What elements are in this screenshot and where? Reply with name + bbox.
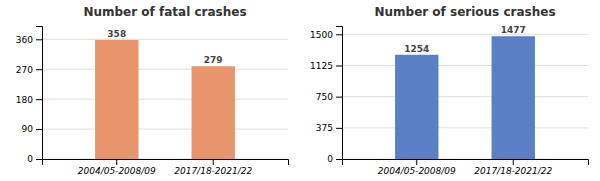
x-tick-mark xyxy=(116,159,117,165)
y-tick: 270 xyxy=(16,65,42,75)
panel: 0 375 750 1125 1500 2004/05-2008/09 2017/18-20… xyxy=(310,5,588,176)
data-labels: 358 279 xyxy=(107,29,222,65)
y-tick: 750 xyxy=(316,92,342,102)
data-label: 279 xyxy=(204,55,223,65)
y-tick-label: 180 xyxy=(16,95,33,105)
x-tick-label: 2017/18-2021/22 xyxy=(174,166,252,176)
grid-line xyxy=(342,34,588,35)
y-tick-label: 1500 xyxy=(310,30,333,40)
x-tick-label: 2004/05-2008/09 xyxy=(378,166,456,176)
bar xyxy=(95,40,138,159)
grid-line xyxy=(42,69,288,70)
y-tick: 1500 xyxy=(310,30,342,40)
x-tick-label: 2004/05-2008/09 xyxy=(78,166,156,176)
y-tick-label: 360 xyxy=(16,35,33,45)
y-tick-mark xyxy=(336,34,342,35)
x-tick: 2004/05-2008/09 xyxy=(78,159,156,176)
grid xyxy=(342,34,588,159)
y-tick-label: 750 xyxy=(316,92,333,102)
x-axis: 2004/05-2008/09 2017/18-2021/22 xyxy=(43,159,289,176)
grid-line xyxy=(342,127,588,128)
title: Number of serious crashes xyxy=(374,5,555,19)
y-tick-label: 90 xyxy=(22,124,34,134)
x-tick-label: 2017/18-2021/22 xyxy=(474,166,552,176)
y-tick-mark xyxy=(336,97,342,98)
x-tick-mark xyxy=(213,159,214,165)
y-tick-mark xyxy=(336,65,342,66)
grid-line xyxy=(342,65,588,66)
y-tick: 360 xyxy=(16,35,42,45)
y-tick-mark xyxy=(36,39,42,40)
y-tick: 0 xyxy=(327,154,342,164)
x-axis-line xyxy=(343,160,589,166)
grid-line xyxy=(342,96,588,97)
x-axis-line xyxy=(43,160,289,166)
y-tick-label: 375 xyxy=(316,123,333,133)
y-tick: 90 xyxy=(22,124,42,134)
data-labels: 1254 1477 xyxy=(404,25,526,54)
grid-line xyxy=(42,99,288,100)
y-axis-line xyxy=(336,27,343,160)
x-tick: 2017/18-2021/22 xyxy=(174,159,252,176)
chart: 0 90 180 270 360 2004/05-2008/09 2017/18-2021/… xyxy=(0,0,600,181)
y-tick-label: 270 xyxy=(16,65,33,75)
y-tick-mark xyxy=(36,129,42,130)
x-tick-mark xyxy=(513,159,514,165)
y-tick-mark xyxy=(36,159,42,160)
y-tick: 1125 xyxy=(310,61,342,71)
y-tick-label: 1125 xyxy=(310,61,333,71)
y-tick-label: 0 xyxy=(327,154,333,164)
x-axis: 2004/05-2008/09 2017/18-2021/22 xyxy=(343,159,589,176)
bar xyxy=(492,36,535,159)
data-label: 1254 xyxy=(404,44,429,54)
data-label: 358 xyxy=(107,29,126,39)
panel: 0 90 180 270 360 2004/05-2008/09 2017/18-2021/… xyxy=(16,5,289,176)
y-tick-label: 0 xyxy=(27,154,33,164)
y-tick: 180 xyxy=(16,95,42,105)
title: Number of fatal crashes xyxy=(83,5,246,19)
y-axis: 0 375 750 1125 1500 xyxy=(310,27,342,165)
bar xyxy=(192,66,235,159)
x-tick: 2017/18-2021/22 xyxy=(474,159,552,176)
y-tick-mark xyxy=(36,69,42,70)
y-tick: 0 xyxy=(27,154,42,164)
grid-line xyxy=(42,39,288,40)
y-tick-mark xyxy=(36,99,42,100)
y-axis: 0 90 180 270 360 xyxy=(16,27,43,165)
bars xyxy=(95,40,235,159)
bar xyxy=(395,55,438,159)
bars xyxy=(395,36,535,159)
y-tick-mark xyxy=(336,128,342,129)
x-tick-mark xyxy=(416,159,417,165)
y-tick-mark xyxy=(336,159,342,160)
data-label: 1477 xyxy=(501,25,526,35)
grid-line xyxy=(42,129,288,130)
x-tick: 2004/05-2008/09 xyxy=(378,159,456,176)
y-axis-line xyxy=(36,27,43,160)
grid xyxy=(42,39,288,159)
y-tick: 375 xyxy=(316,123,342,133)
